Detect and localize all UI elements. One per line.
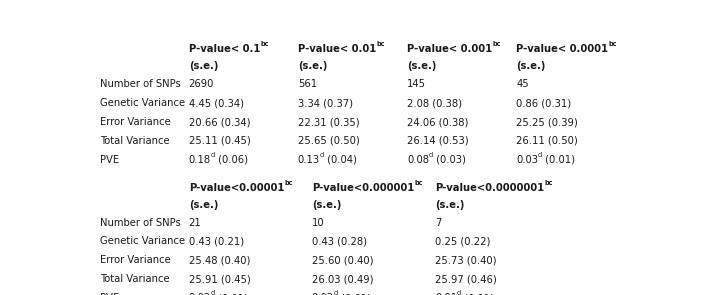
- Text: d: d: [334, 290, 338, 295]
- Text: d: d: [538, 152, 542, 158]
- Text: d: d: [211, 152, 215, 158]
- Text: (s.e.): (s.e.): [516, 61, 545, 71]
- Text: (s.e.): (s.e.): [312, 200, 342, 210]
- Text: (0.01): (0.01): [215, 293, 248, 295]
- Text: P-value<0.0000001: P-value<0.0000001: [435, 183, 544, 193]
- Text: bc: bc: [284, 180, 292, 186]
- Text: d: d: [211, 152, 215, 158]
- Text: (0.06): (0.06): [215, 155, 248, 165]
- Text: d: d: [429, 152, 433, 158]
- Text: 3.34 (0.37): 3.34 (0.37): [298, 98, 353, 108]
- Text: 25.11 (0.45): 25.11 (0.45): [188, 136, 251, 146]
- Text: Total Variance: Total Variance: [100, 136, 170, 146]
- Text: d: d: [211, 290, 215, 295]
- Text: 24.06 (0.38): 24.06 (0.38): [407, 117, 469, 127]
- Text: (s.e.): (s.e.): [435, 200, 464, 210]
- Text: 0.43 (0.21): 0.43 (0.21): [188, 237, 244, 246]
- Text: 0.08: 0.08: [407, 155, 429, 165]
- Text: P-value< 0.0001: P-value< 0.0001: [516, 45, 608, 55]
- Text: 25.25 (0.39): 25.25 (0.39): [516, 117, 578, 127]
- Text: 145: 145: [407, 79, 426, 89]
- Text: d: d: [457, 290, 461, 295]
- Text: (0.01): (0.01): [338, 293, 371, 295]
- Text: (0.04): (0.04): [324, 155, 357, 165]
- Text: 26.14 (0.53): 26.14 (0.53): [407, 136, 469, 146]
- Text: 0.03: 0.03: [516, 155, 538, 165]
- Text: bc: bc: [376, 41, 385, 47]
- Text: bc: bc: [260, 41, 269, 47]
- Text: 0.18: 0.18: [188, 155, 211, 165]
- Text: Total Variance: Total Variance: [100, 274, 170, 284]
- Text: 25.65 (0.50): 25.65 (0.50): [298, 136, 360, 146]
- Text: P-value< 0.001: P-value< 0.001: [407, 45, 492, 55]
- Text: 45: 45: [516, 79, 529, 89]
- Text: Error Variance: Error Variance: [100, 117, 171, 127]
- Text: Genetic Variance: Genetic Variance: [100, 237, 186, 246]
- Text: P-value<0.00001: P-value<0.00001: [188, 183, 284, 193]
- Text: d: d: [334, 290, 338, 295]
- Text: Error Variance: Error Variance: [100, 255, 171, 265]
- Text: d: d: [429, 152, 433, 158]
- Text: 25.91 (0.45): 25.91 (0.45): [188, 274, 251, 284]
- Text: d: d: [538, 152, 542, 158]
- Text: 25.60 (0.40): 25.60 (0.40): [312, 255, 373, 265]
- Text: Number of SNPs: Number of SNPs: [100, 218, 181, 228]
- Text: P-value<0.000001: P-value<0.000001: [312, 183, 414, 193]
- Text: P-value< 0.1: P-value< 0.1: [188, 45, 260, 55]
- Text: 2690: 2690: [188, 79, 214, 89]
- Text: 4.45 (0.34): 4.45 (0.34): [188, 98, 244, 108]
- Text: 0.25 (0.22): 0.25 (0.22): [435, 237, 490, 246]
- Text: 26.03 (0.49): 26.03 (0.49): [312, 274, 373, 284]
- Text: bc: bc: [414, 180, 422, 186]
- Text: 0.13: 0.13: [298, 155, 320, 165]
- Text: 0.86 (0.31): 0.86 (0.31): [516, 98, 571, 108]
- Text: bc: bc: [544, 180, 552, 186]
- Text: d: d: [320, 152, 324, 158]
- Text: 0.01: 0.01: [435, 293, 457, 295]
- Text: (s.e.): (s.e.): [188, 200, 218, 210]
- Text: (0.01): (0.01): [461, 293, 495, 295]
- Text: d: d: [320, 152, 324, 158]
- Text: 0.02: 0.02: [312, 293, 334, 295]
- Text: 10: 10: [312, 218, 324, 228]
- Text: 25.97 (0.46): 25.97 (0.46): [435, 274, 497, 284]
- Text: bc: bc: [492, 41, 500, 47]
- Text: 21: 21: [188, 218, 201, 228]
- Text: 0.43 (0.28): 0.43 (0.28): [312, 237, 367, 246]
- Text: 20.66 (0.34): 20.66 (0.34): [188, 117, 251, 127]
- Text: (s.e.): (s.e.): [188, 61, 218, 71]
- Text: 2.08 (0.38): 2.08 (0.38): [407, 98, 462, 108]
- Text: d: d: [457, 290, 461, 295]
- Text: 26.11 (0.50): 26.11 (0.50): [516, 136, 578, 146]
- Text: 22.31 (0.35): 22.31 (0.35): [298, 117, 360, 127]
- Text: 561: 561: [298, 79, 317, 89]
- Text: (s.e.): (s.e.): [298, 61, 327, 71]
- Text: 25.48 (0.40): 25.48 (0.40): [188, 255, 250, 265]
- Text: d: d: [211, 290, 215, 295]
- Text: (0.01): (0.01): [542, 155, 575, 165]
- Text: 7: 7: [435, 218, 441, 228]
- Text: 0.02: 0.02: [188, 293, 211, 295]
- Text: Number of SNPs: Number of SNPs: [100, 79, 181, 89]
- Text: PVE: PVE: [100, 155, 119, 165]
- Text: bc: bc: [608, 41, 617, 47]
- Text: (0.03): (0.03): [433, 155, 466, 165]
- Text: Genetic Variance: Genetic Variance: [100, 98, 186, 108]
- Text: (s.e.): (s.e.): [407, 61, 436, 71]
- Text: 25.73 (0.40): 25.73 (0.40): [435, 255, 497, 265]
- Text: P-value< 0.01: P-value< 0.01: [298, 45, 376, 55]
- Text: PVE: PVE: [100, 293, 119, 295]
